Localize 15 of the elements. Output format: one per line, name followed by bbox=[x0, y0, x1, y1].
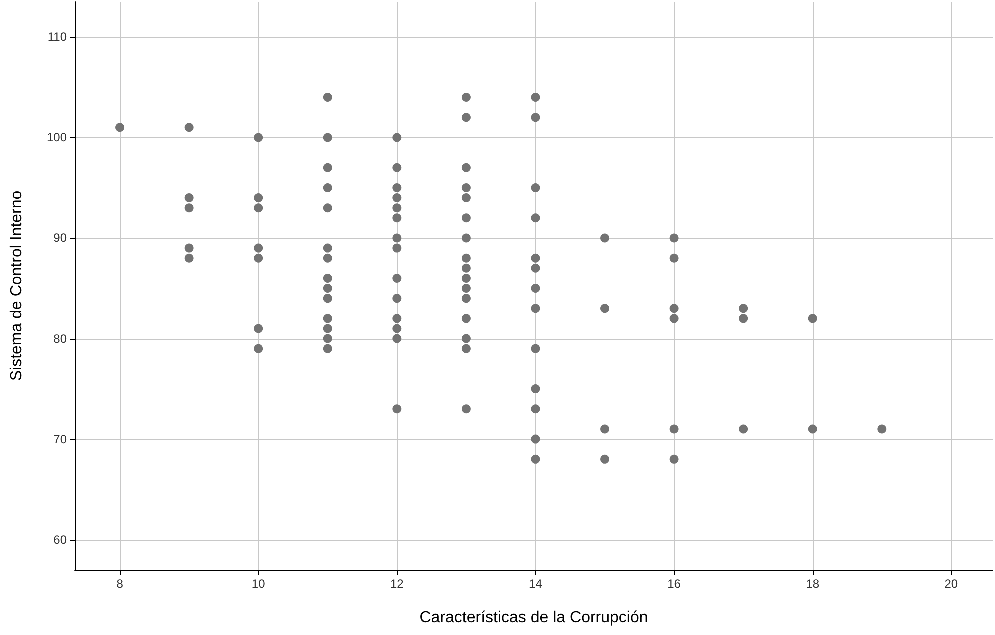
y-tick-label: 110 bbox=[48, 30, 68, 44]
y-tick-label: 90 bbox=[54, 231, 68, 246]
y-tick-label: 60 bbox=[54, 532, 68, 547]
y-tick-label: 100 bbox=[46, 130, 68, 145]
x-tick-label: 18 bbox=[806, 577, 820, 591]
x-tick-label: 10 bbox=[252, 577, 266, 591]
x-tick-label: 12 bbox=[390, 577, 404, 591]
y-axis-title: Sistema de Control Interno bbox=[8, 190, 26, 382]
y-tick-label: 70 bbox=[54, 432, 68, 446]
y-tick-label: 80 bbox=[54, 332, 68, 346]
x-axis-title: Características de la Corrupción bbox=[420, 610, 648, 626]
x-tick-label: 14 bbox=[529, 577, 543, 591]
x-tick-label: 16 bbox=[668, 577, 682, 591]
x-tick-label: 20 bbox=[944, 577, 958, 591]
x-tick-label: 8 bbox=[116, 577, 124, 591]
